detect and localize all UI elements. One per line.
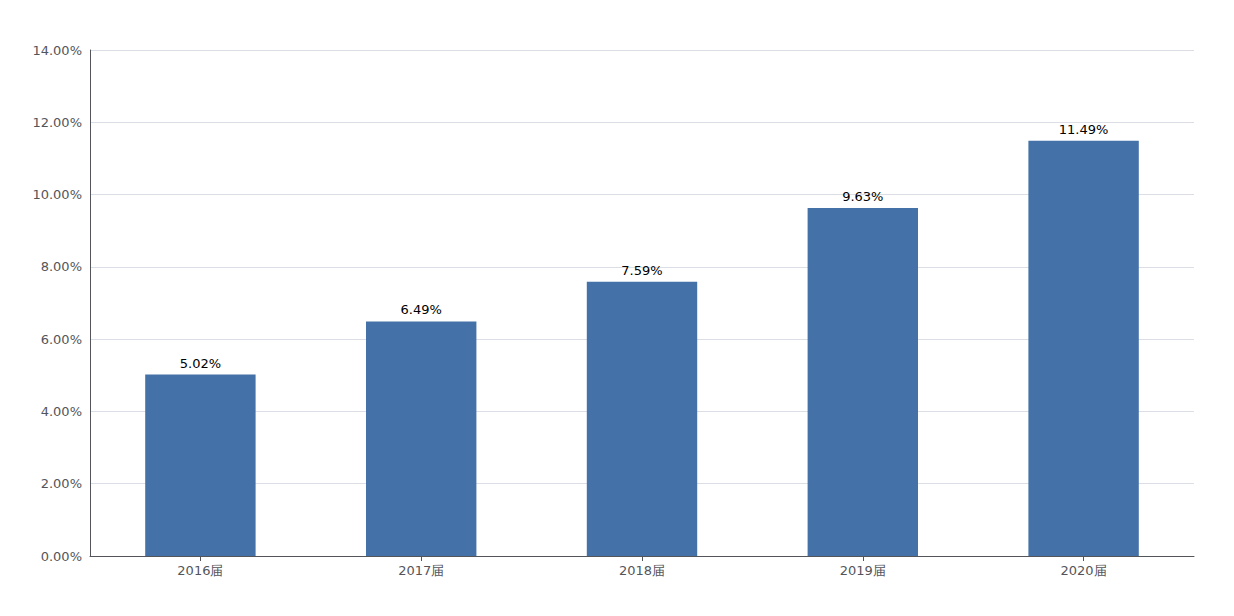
svg-text:5.02%: 5.02%: [180, 356, 221, 371]
svg-text:2018届: 2018届: [619, 563, 665, 578]
svg-text:4.00%: 4.00%: [41, 404, 82, 419]
svg-text:7.59%: 7.59%: [621, 263, 662, 278]
svg-text:2020届: 2020届: [1061, 563, 1107, 578]
svg-text:9.63%: 9.63%: [842, 189, 883, 204]
svg-text:2016届: 2016届: [177, 563, 223, 578]
svg-text:2017届: 2017届: [398, 563, 444, 578]
svg-text:0.00%: 0.00%: [41, 549, 82, 564]
svg-text:12.00%: 12.00%: [32, 115, 82, 130]
svg-text:8.00%: 8.00%: [41, 259, 82, 274]
svg-text:2019届: 2019届: [840, 563, 886, 578]
svg-text:10.00%: 10.00%: [32, 187, 82, 202]
svg-text:6.00%: 6.00%: [41, 332, 82, 347]
svg-text:14.00%: 14.00%: [32, 43, 82, 58]
svg-text:6.49%: 6.49%: [401, 302, 442, 317]
svg-text:2.00%: 2.00%: [41, 476, 82, 491]
svg-text:11.49%: 11.49%: [1059, 122, 1109, 137]
